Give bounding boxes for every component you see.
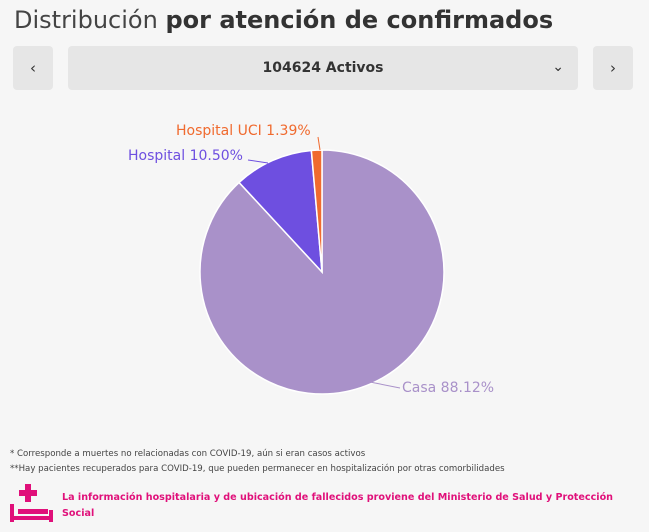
chevron-left-icon: ‹ xyxy=(30,59,36,77)
slice-leader-line xyxy=(369,381,401,389)
title-regular: Distribución xyxy=(14,6,158,34)
next-button[interactable]: › xyxy=(593,46,633,90)
slice-label: Casa 88.12% xyxy=(402,380,494,396)
pie-slice xyxy=(238,149,323,275)
chevron-down-icon: ⌄ xyxy=(552,59,564,75)
pie-chart: Casa 88.12% Hospital 10.50% Hospital UCI 1… xyxy=(128,123,494,396)
footnotes: * Corresponde a muertes no relacionadas … xyxy=(10,447,505,477)
page-title: Distribución por atención de confirmados xyxy=(14,6,553,34)
prev-button[interactable]: ‹ xyxy=(13,46,53,90)
slice-leader-line xyxy=(247,159,269,164)
hospital-bed-icon xyxy=(10,484,53,522)
slice-leader-line xyxy=(317,136,321,151)
footnote-2: **Hay pacientes recuperados para COVID-1… xyxy=(10,464,505,474)
title-bold: por atención de confirmados xyxy=(165,6,554,34)
slice-label: Hospital 10.50% xyxy=(128,148,243,164)
chevron-right-icon: › xyxy=(610,59,616,77)
status-select[interactable]: 104624 Activos ⌄ xyxy=(68,46,578,90)
status-select-value: 104624 Activos xyxy=(262,60,384,76)
footnote-1: * Corresponde a muertes no relacionadas … xyxy=(10,449,366,459)
source-text: La información hospitalaria y de ubicaci… xyxy=(62,492,613,519)
slice-label: Hospital UCI 1.39% xyxy=(176,123,311,139)
pie-slice xyxy=(310,149,323,273)
